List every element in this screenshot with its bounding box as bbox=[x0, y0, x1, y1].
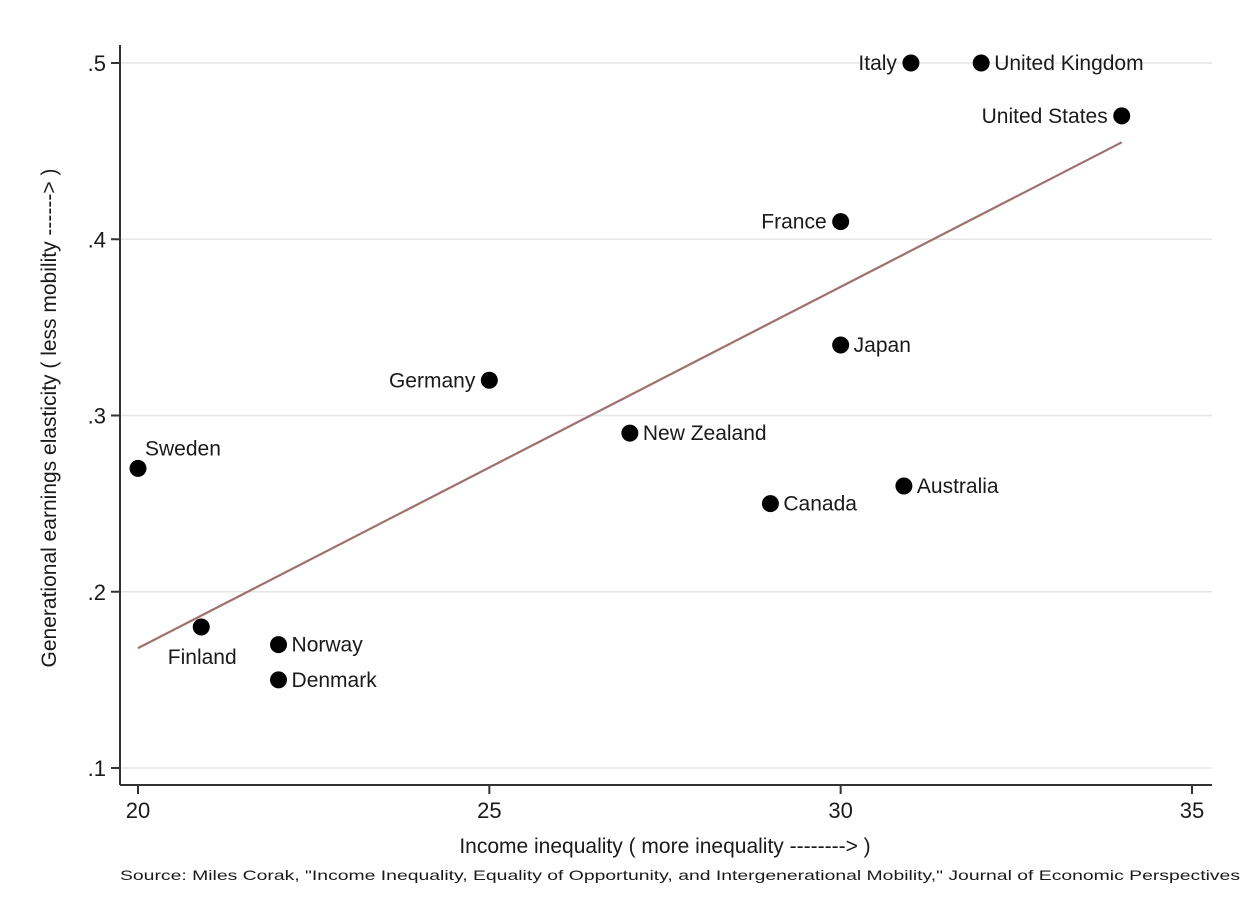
point-italy bbox=[902, 54, 920, 72]
x-tick-label-0: 20 bbox=[126, 798, 150, 823]
x-tick-label-3: 35 bbox=[1180, 798, 1204, 823]
point-germany bbox=[480, 371, 498, 389]
point-new-zealand bbox=[621, 424, 639, 442]
point-label-canada: Canada bbox=[783, 493, 857, 516]
point-denmark bbox=[270, 671, 288, 689]
point-finland bbox=[192, 618, 210, 636]
point-label-denmark: Denmark bbox=[292, 669, 378, 692]
point-label-sweden: Sweden bbox=[145, 437, 221, 460]
y-tick-label-2: .3 bbox=[88, 404, 106, 429]
x-tick-label-2: 30 bbox=[828, 798, 852, 823]
point-label-germany: Germany bbox=[389, 369, 476, 392]
point-label-united-states: United States bbox=[982, 105, 1108, 128]
point-label-norway: Norway bbox=[292, 634, 364, 657]
grid-lines bbox=[121, 62, 1212, 769]
y-tick-label-0: .1 bbox=[88, 756, 106, 781]
point-label-japan: Japan bbox=[854, 334, 911, 357]
point-australia bbox=[895, 477, 913, 495]
axis-ticks: .1 .2 .3 .4 .5 20 25 30 35 bbox=[88, 51, 1205, 823]
y-tick-label-4: .5 bbox=[88, 51, 106, 76]
point-label-finland: Finland bbox=[168, 646, 237, 669]
point-norway bbox=[270, 636, 288, 654]
fit-line bbox=[137, 141, 1123, 650]
x-axis-title: Income inequality ( more inequality ----… bbox=[459, 835, 870, 858]
point-label-new-zealand: New Zealand bbox=[643, 422, 767, 445]
y-axis-title: Generational earnings elasticity ( less … bbox=[38, 169, 61, 668]
y-tick-label-3: .4 bbox=[88, 227, 106, 252]
point-united-kingdom bbox=[972, 54, 990, 72]
data-points: Italy United Kingdom United States France Ja… bbox=[129, 52, 1144, 692]
point-canada bbox=[761, 495, 779, 513]
point-japan bbox=[832, 336, 850, 354]
point-label-united-kingdom: United Kingdom bbox=[994, 52, 1143, 75]
point-france bbox=[832, 213, 850, 231]
y-tick-label-1: .2 bbox=[88, 580, 106, 605]
source-note: Source: Miles Corak, "Income Inequality,… bbox=[120, 867, 1240, 883]
point-label-australia: Australia bbox=[917, 475, 999, 498]
point-united-states bbox=[1113, 107, 1131, 125]
point-label-france: France bbox=[761, 211, 826, 234]
point-sweden bbox=[129, 459, 147, 477]
x-tick-label-1: 25 bbox=[477, 798, 501, 823]
point-label-italy: Italy bbox=[858, 52, 897, 75]
